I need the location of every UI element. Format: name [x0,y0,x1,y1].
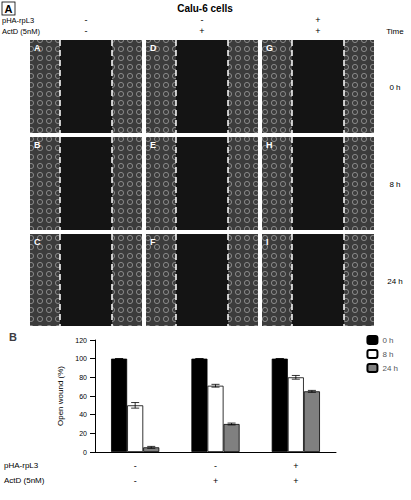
svg-text:24 h: 24 h [382,364,398,373]
svg-text:F: F [150,237,156,247]
svg-text:-: - [201,15,204,25]
svg-text:D: D [150,43,157,53]
svg-text:A: A [34,43,41,53]
svg-text:ActD (5nM): ActD (5nM) [2,27,40,36]
svg-text:Calu-6 cells: Calu-6 cells [177,3,233,14]
svg-text:+: + [293,476,298,486]
svg-text:0 h: 0 h [389,83,400,92]
svg-text:0 h: 0 h [382,336,393,345]
svg-text:40: 40 [79,411,87,418]
svg-text:0: 0 [83,449,87,456]
svg-text:+: + [293,461,298,471]
svg-text:+: + [315,26,320,36]
svg-text:120: 120 [75,337,87,344]
svg-text:Time: Time [386,27,404,36]
svg-text:8 h: 8 h [389,180,400,189]
svg-text:H: H [266,140,273,150]
svg-text:-: - [214,461,217,471]
svg-text:8 h: 8 h [382,350,393,359]
svg-text:E: E [150,140,156,150]
svg-text:+: + [199,26,204,36]
svg-text:pHA-rpL3: pHA-rpL3 [2,16,34,25]
svg-text:80: 80 [79,374,87,381]
svg-text:24 h: 24 h [387,277,403,286]
svg-text:I: I [266,237,269,247]
svg-text:C: C [34,237,41,247]
svg-text:100: 100 [75,355,87,362]
svg-text:pHA-rpL3: pHA-rpL3 [4,461,39,470]
svg-text:Open wound (%): Open wound (%) [56,366,65,426]
svg-text:-: - [85,15,88,25]
svg-text:A: A [5,3,13,15]
svg-text:-: - [134,476,137,486]
svg-text:B: B [9,331,17,343]
svg-text:20: 20 [79,430,87,437]
svg-text:B: B [34,140,41,150]
svg-text:+: + [213,476,218,486]
svg-text:-: - [85,26,88,36]
svg-text:G: G [266,43,273,53]
svg-text:ActD (5nM): ActD (5nM) [4,476,45,485]
svg-text:-: - [134,461,137,471]
svg-text:60: 60 [79,393,87,400]
svg-text:+: + [315,15,320,25]
